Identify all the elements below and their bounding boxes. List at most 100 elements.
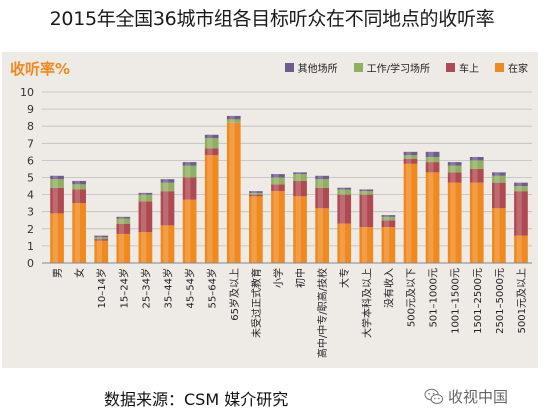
x-tick-label: 女 <box>73 268 86 278</box>
legend-swatch <box>495 63 504 72</box>
bar-segment <box>381 215 396 217</box>
y-tick-label: 1 <box>27 240 34 253</box>
bar-segment <box>381 216 396 221</box>
data-source-footer: 数据来源：CSM 媒介研究 <box>104 390 289 409</box>
y-tick-label: 7 <box>27 137 34 150</box>
bar-segment <box>492 175 506 183</box>
bar-segment <box>72 203 86 263</box>
bar-segment <box>381 220 396 228</box>
bar-segment <box>138 201 153 233</box>
bar-segment <box>138 192 153 195</box>
x-tick-label: 25–34岁 <box>139 268 152 308</box>
bar-segment <box>514 191 528 236</box>
x-tick-label: 15–24岁 <box>117 268 130 308</box>
x-tick-label: 5001元及以上 <box>516 268 528 333</box>
bar-segment <box>425 151 440 157</box>
x-tick-label: 未受过正式教育 <box>250 268 263 338</box>
x-tick-label: 501–1000元 <box>429 268 440 328</box>
bar-segment <box>182 165 197 178</box>
legend-item: 在家 <box>495 60 528 75</box>
bar-segment <box>315 208 329 263</box>
bar-segment <box>293 180 307 197</box>
x-tick-label: 45–54岁 <box>184 268 197 308</box>
x-tick-label: 1001–1500元 <box>451 268 462 334</box>
bar-highlight <box>118 216 125 263</box>
x-tick-label: 55–64岁 <box>206 268 219 308</box>
x-tick-label: 没有收入 <box>382 268 395 308</box>
bar-segment <box>116 216 131 219</box>
legend-label: 车上 <box>459 64 479 75</box>
bar-segment <box>447 162 462 166</box>
x-tick-label: 10–14岁 <box>95 268 108 308</box>
bar-segment <box>315 187 329 209</box>
bar-segment <box>204 148 219 156</box>
legend-label: 在家 <box>508 64 528 75</box>
y-tick-label: 9 <box>27 103 34 116</box>
bar-segment <box>271 174 285 178</box>
bar-highlight <box>273 174 279 263</box>
bar-segment <box>249 191 263 193</box>
bar-segment <box>271 191 285 263</box>
bar-segment <box>50 213 64 263</box>
bar-segment <box>447 182 462 263</box>
bar-segment <box>182 162 197 166</box>
bar-segment <box>226 122 241 263</box>
bar-segment <box>381 227 396 263</box>
bar-segment <box>514 186 528 192</box>
legend-label: 工作/学习场所 <box>366 64 430 75</box>
bar-segment <box>469 182 484 263</box>
bar-segment <box>204 155 219 263</box>
bar-segment <box>469 160 484 169</box>
bar-segment <box>249 192 263 195</box>
bar-segment <box>447 172 462 183</box>
bar-segment <box>160 225 175 263</box>
bar-segment <box>293 196 307 263</box>
bar-segment <box>293 172 307 175</box>
legend-swatch <box>353 63 363 72</box>
bar-highlight <box>339 187 346 263</box>
bar-highlight <box>516 182 522 263</box>
bar-segment <box>337 187 352 190</box>
bar-highlight <box>317 175 323 263</box>
y-tick-label: 6 <box>27 154 34 167</box>
y-tick-label: 2 <box>27 223 34 236</box>
bar-segment <box>514 182 528 187</box>
y-tick-label: 4 <box>27 189 34 202</box>
bar-highlight <box>185 162 191 263</box>
bar-segment <box>182 199 197 263</box>
bar-highlight <box>295 172 301 263</box>
bar-segment <box>116 223 131 234</box>
bar-highlight <box>96 235 103 263</box>
bar-segment <box>138 232 153 263</box>
bar-segment <box>249 194 263 197</box>
chart-title: 2015年全国36城市组各目标听众在不同地点的收听率 <box>49 8 495 30</box>
bar-highlight <box>207 134 213 263</box>
bar-segment <box>160 191 175 226</box>
bar-chart: 0 1 2 3 4 5 6 7 8 9 10 男女 10–14岁 15–24岁 25–34岁 35–44岁 45… <box>20 86 532 358</box>
bar-segment <box>160 179 175 183</box>
legend-swatch <box>446 63 455 72</box>
brand-name: 收视中国 <box>448 388 509 406</box>
x-tick-label: 初中 <box>294 268 307 288</box>
bar-highlight <box>361 189 368 263</box>
bar-highlight <box>428 151 434 263</box>
bar-segment <box>226 115 241 120</box>
y-tick-label: 3 <box>27 206 34 219</box>
bar-highlight <box>406 151 412 263</box>
bar-highlight <box>52 175 58 263</box>
bar-segment <box>50 175 64 180</box>
legend-swatch <box>284 63 294 72</box>
bar-segment <box>116 218 131 224</box>
x-tick-label: 1501–2500元 <box>473 268 484 334</box>
bar-segment <box>50 179 64 188</box>
bar-segment <box>425 156 440 163</box>
bar-segment <box>315 175 329 180</box>
y-tick-label: 10 <box>20 86 34 99</box>
bar-segment <box>204 134 219 139</box>
bar-segment <box>94 240 109 263</box>
bar-segment <box>447 165 462 173</box>
bar-segment <box>403 151 418 156</box>
bar-segment <box>337 194 352 224</box>
x-tick-label: 大专 <box>338 268 351 288</box>
legend-item: 车上 <box>446 60 479 75</box>
